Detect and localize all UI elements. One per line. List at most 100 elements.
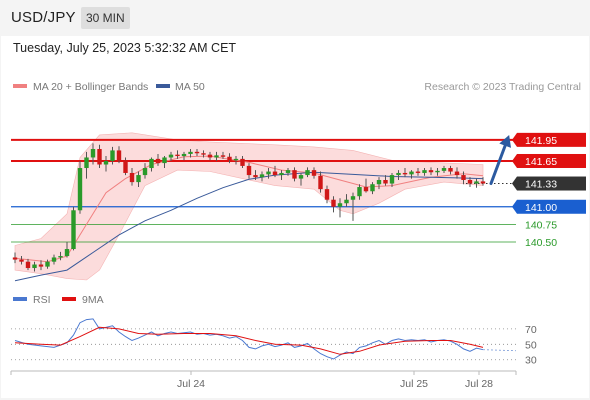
candle-body xyxy=(136,175,141,183)
level-label-1: 141.65 xyxy=(525,156,557,168)
candle-body xyxy=(38,264,44,267)
candle-body xyxy=(32,264,37,269)
candle-body xyxy=(90,149,96,158)
level-tag-1 xyxy=(517,153,586,168)
candle-body xyxy=(259,174,265,178)
candle-body xyxy=(149,158,154,169)
candle-body xyxy=(155,158,161,164)
candle-body xyxy=(116,150,122,161)
rsi-tick-label-2: 30 xyxy=(525,355,537,367)
candle-body xyxy=(168,154,174,158)
candle-body xyxy=(383,180,388,184)
candle-body xyxy=(227,156,232,161)
candle-body xyxy=(448,168,453,172)
candle-body xyxy=(77,168,83,211)
candle-body xyxy=(214,155,219,158)
candle-body xyxy=(305,170,310,176)
level-label-0: 141.95 xyxy=(525,135,557,147)
candle-body xyxy=(240,158,245,166)
rsi-plot: 70 50 30 xyxy=(11,318,537,367)
rsi-ma-legend-swatch xyxy=(62,297,76,301)
level-tag-pointer-1 xyxy=(512,153,517,168)
source-credit: Research © 2023 Trading Central xyxy=(424,81,581,93)
candle-body xyxy=(376,180,382,185)
candle-body xyxy=(363,187,369,192)
x-axis: Jul 24 Jul 25 Jul 28 xyxy=(10,371,517,390)
candle-body xyxy=(370,184,375,192)
level-tag-pointer-0 xyxy=(512,132,517,147)
rsi-projection-line xyxy=(482,349,517,352)
candle-body xyxy=(97,149,102,165)
header-bar: USD/JPY 30 MIN xyxy=(0,0,590,36)
candle-body xyxy=(311,170,317,176)
candle-body xyxy=(181,153,187,157)
price-plot: 141.95 141.65 141.33 141.00 140.75 140.50 xyxy=(11,132,586,282)
x-tick-label-0: Jul 24 xyxy=(177,378,205,390)
level-label-3: 141.00 xyxy=(525,202,557,214)
candle-body xyxy=(350,196,356,200)
rsi-legend-label: RSI xyxy=(33,294,51,306)
ma50-legend-label: MA 50 xyxy=(175,81,205,93)
candle-body xyxy=(233,158,239,161)
rsi-ma-legend-label: 9MA xyxy=(82,294,104,306)
projection-arrow-head xyxy=(499,134,511,148)
candle-body xyxy=(58,256,63,258)
candle-body xyxy=(25,261,31,269)
candle-body xyxy=(454,171,460,176)
level-tag-pointer-3 xyxy=(512,199,517,214)
candle-body xyxy=(279,172,284,176)
ma20-legend-label: MA 20 + Bollinger Bands xyxy=(33,81,148,93)
candle-body xyxy=(51,257,57,262)
candle-body xyxy=(12,257,18,260)
candle-body xyxy=(318,175,323,190)
candle-body xyxy=(285,170,291,173)
candle-body xyxy=(246,165,252,176)
level-tag-2 xyxy=(517,176,586,191)
candle-body xyxy=(467,180,473,184)
timeframe-badge[interactable]: 30 MIN xyxy=(81,7,130,29)
candle-body xyxy=(220,155,226,157)
candle-body xyxy=(461,175,466,180)
candle-body xyxy=(207,154,213,158)
candle-body xyxy=(422,170,427,173)
candle-body xyxy=(142,168,148,176)
instrument-title: USD/JPY xyxy=(11,9,76,26)
rsi-tick-label-0: 70 xyxy=(525,324,537,336)
candle-body xyxy=(396,172,401,176)
projection-arrow-shaft xyxy=(489,141,508,186)
candle-body xyxy=(64,249,70,257)
candle-body xyxy=(409,171,414,175)
candle-body xyxy=(428,170,434,173)
rsi-legend-swatch xyxy=(13,297,27,301)
candle-body xyxy=(441,168,447,171)
x-tick-label-2: Jul 28 xyxy=(465,378,493,390)
candle-body xyxy=(266,171,271,175)
candle-body xyxy=(123,160,128,173)
candle-body xyxy=(175,154,180,157)
candle-body xyxy=(415,171,421,173)
candle-body xyxy=(253,175,258,178)
rsi-series-9ma xyxy=(14,326,484,355)
candle-body xyxy=(188,151,193,154)
candle-body xyxy=(324,189,330,200)
candle-body xyxy=(480,181,486,184)
candle-body xyxy=(84,157,89,169)
candle-body xyxy=(201,153,206,155)
candle-body xyxy=(110,150,115,161)
level-tag-3 xyxy=(517,199,586,214)
candle-body xyxy=(435,170,440,173)
candle-body xyxy=(103,160,109,165)
candle-body xyxy=(357,187,362,197)
candle-body xyxy=(272,171,278,176)
candle-body xyxy=(129,172,135,183)
level-label-2: 141.33 xyxy=(525,179,557,191)
candle-body xyxy=(337,203,343,207)
rsi-tick-label-1: 50 xyxy=(525,339,537,351)
level-tag-pointer-2 xyxy=(512,176,517,191)
candle-body xyxy=(389,175,395,184)
candle-body xyxy=(71,210,76,250)
candle-body xyxy=(474,181,479,184)
candle-body xyxy=(19,259,24,262)
rsi-series-rsi xyxy=(14,318,484,360)
